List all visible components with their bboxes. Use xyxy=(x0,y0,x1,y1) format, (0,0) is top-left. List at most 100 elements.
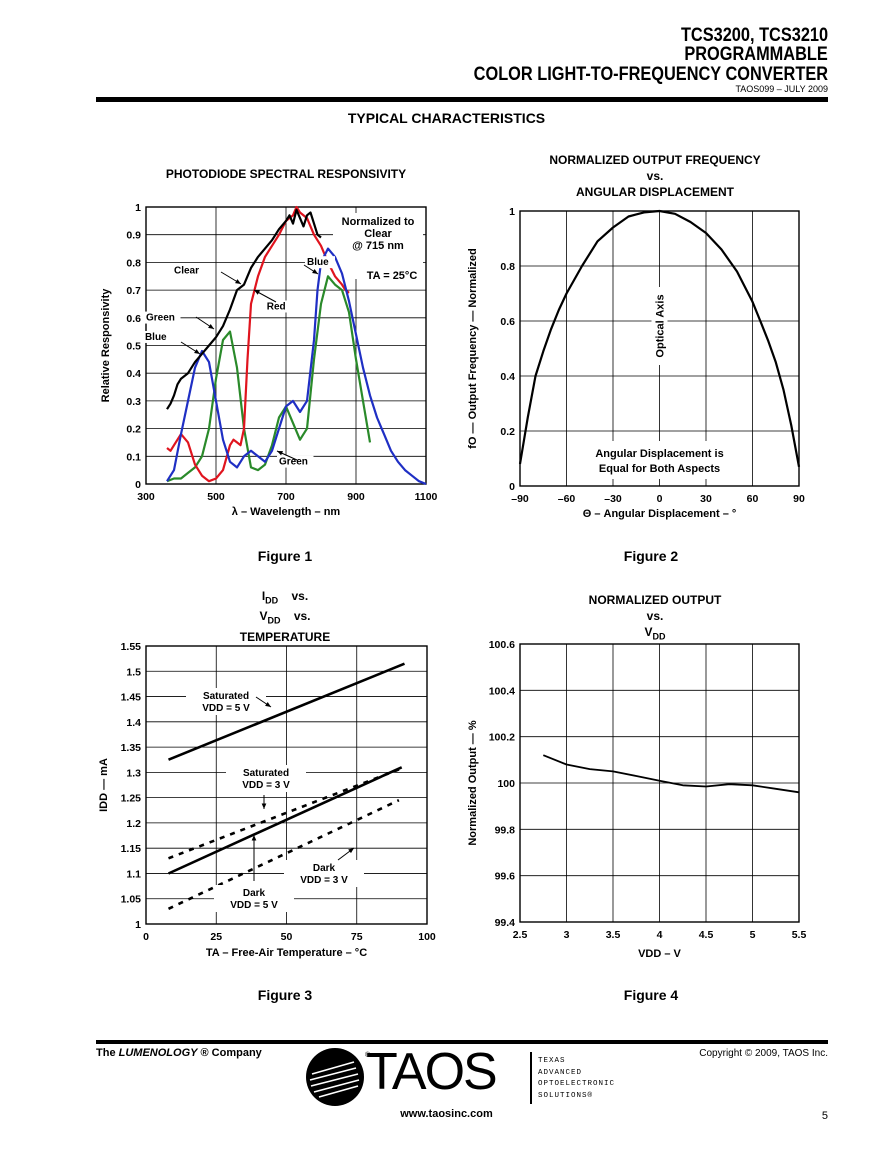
chart2-series xyxy=(518,209,801,468)
chart2-xtick-label: 60 xyxy=(747,493,759,505)
chart3-arrow-dark3-head xyxy=(348,848,354,854)
chart1-arrow-blue2-head xyxy=(194,349,200,354)
chart1-ytick-label: 0.6 xyxy=(126,313,141,325)
taos-logo-text: TAOS xyxy=(366,1043,498,1101)
chart4-series xyxy=(542,754,800,794)
chart2-ytick-label: 0.2 xyxy=(500,426,515,438)
chart2-optical-axis: Optical Axis xyxy=(655,294,667,357)
figure2-caption: Figure 2 xyxy=(623,548,679,564)
chart3-ytick-label: 1.2 xyxy=(126,818,141,830)
chart3-ytick-label: 1.55 xyxy=(121,641,142,653)
company-prefix: The xyxy=(96,1047,119,1059)
chart3-title-l1: IDD vs. xyxy=(261,589,309,606)
chart1-note-3: @ 715 nm xyxy=(352,240,404,252)
chart1-series-blue xyxy=(166,247,427,486)
chart1-arrow-red-head xyxy=(254,290,260,295)
chart4-ytick-label: 100.4 xyxy=(489,685,515,697)
chart2-ytick-label: 0 xyxy=(509,481,515,493)
chart4-ytick-label: 99.4 xyxy=(495,917,516,929)
chart3-label-dark5: Dark xyxy=(243,888,266,899)
chart1-label-bg xyxy=(144,311,181,324)
copyright: Copyright © 2009, TAOS Inc. xyxy=(699,1048,828,1059)
chart1-label: Blue xyxy=(307,257,329,268)
chart3-ytick-label: 1.1 xyxy=(126,868,141,880)
chart1-note-bg xyxy=(333,213,423,279)
taos-logo-mark: ® xyxy=(306,1048,371,1106)
chart2-svg: –90 –60 –30 0 30 60 90 0 0.2 0.4 0.6 0.8 1 Optical Ax… xyxy=(467,206,805,520)
chart3-series-2 xyxy=(167,766,403,875)
chart2-xtick-label: –60 xyxy=(558,493,576,505)
chart1-label-bg xyxy=(172,264,209,277)
chart4-xtick-label: 5.5 xyxy=(792,929,807,941)
tagline-1: TEXAS xyxy=(538,1057,566,1065)
header-rule xyxy=(96,97,828,102)
figure3-caption: Figure 3 xyxy=(257,987,313,1003)
page-number: 5 xyxy=(821,1110,828,1122)
chart3-arrow-dark5-head xyxy=(251,835,257,841)
chart4-ytick-label: 99.8 xyxy=(495,824,516,836)
chart3-label-sat5: VDD = 5 V xyxy=(202,703,250,714)
chart4-ytick-label: 100.2 xyxy=(489,732,515,744)
chart4-plot-frame xyxy=(519,643,800,923)
chart1-label-bg xyxy=(277,455,314,468)
chart1-ylabel: Relative Responsivity xyxy=(100,288,112,403)
chart3-label-dark3-bg xyxy=(284,860,364,887)
chart1-note-1: Normalized to xyxy=(342,216,415,228)
chart1-xtick-label: 500 xyxy=(207,491,225,503)
chart2-xtick-label: 90 xyxy=(793,493,805,505)
chart1-ytick-label: 1 xyxy=(135,202,141,214)
doc-number: TAOS099 – JULY 2009 xyxy=(735,84,828,94)
chart1-temp-note: TA = 25°C xyxy=(367,270,418,282)
chart2-xtick-label: –30 xyxy=(604,493,622,505)
footer-rule xyxy=(96,1040,828,1044)
chart2-ylabel: fO — Output Frequency — Normalized xyxy=(467,248,479,448)
chart1-arrow-green-head xyxy=(208,323,214,329)
chart1-ytick-label: 0.2 xyxy=(126,424,141,436)
chart3-xtick-label: 25 xyxy=(210,931,222,943)
chart3-xtick-label: 0 xyxy=(143,931,149,943)
chart1-label: Blue xyxy=(145,332,167,343)
chart3-arrow-sat5-head xyxy=(265,701,271,707)
website-url: www.taosinc.com xyxy=(400,1108,493,1120)
chart1-ytick-label: 0.1 xyxy=(126,451,141,463)
doc-title-line1: TCS3200, TCS3210 xyxy=(680,25,828,46)
chart3-title-l2: VDD vs. xyxy=(259,609,311,626)
chart3-ytick-label: 1.5 xyxy=(126,666,141,678)
chart4-ytick-label: 99.6 xyxy=(495,871,516,883)
tagline-2: ADVANCED xyxy=(538,1068,583,1077)
chart3-ytick-label: 1.25 xyxy=(121,793,142,805)
company-line: The LUMENOLOGY ® Company xyxy=(96,1047,262,1059)
chart2-title: NORMALIZED OUTPUT FREQUENCY vs. ANGULAR … xyxy=(500,152,810,200)
chart3-svg: 0 25 50 75 100 1 1.05 1.1 1.15 1.2 1.25 1.3 1.35 1.4 1… xyxy=(98,641,436,959)
chart4-xtick-label: 2.5 xyxy=(513,929,528,941)
chart2-note-bg xyxy=(584,441,734,479)
chart2-xtick-label: –90 xyxy=(511,493,529,505)
chart2-note-1: Angular Displacement is xyxy=(595,448,723,460)
chart4-xtick-label: 4.5 xyxy=(699,929,714,941)
chart3-xtick-label: 100 xyxy=(418,931,436,943)
chart3-ytick-label: 1.45 xyxy=(121,692,142,704)
chart1-ytick-label: 0.5 xyxy=(126,341,141,353)
chart1-ytick-label: 0.8 xyxy=(126,257,141,269)
chart4-xtick-label: 3 xyxy=(564,929,570,941)
chart4-title-l3: VDD xyxy=(644,625,666,642)
chart1-xtick-label: 900 xyxy=(347,491,365,503)
chart2-ytick-label: 0.4 xyxy=(500,371,515,383)
chart4-title-l2: vs. xyxy=(646,609,664,623)
chart3-ytick-label: 1 xyxy=(135,919,141,931)
chart3-label-dark3: VDD = 3 V xyxy=(300,875,348,886)
chart1-label: Green xyxy=(146,313,175,324)
chart3-ytick-label: 1.3 xyxy=(126,767,141,779)
chart1-series-red xyxy=(166,205,350,483)
chart3-xtick-label: 75 xyxy=(351,931,363,943)
chart3-ytick-label: 1.05 xyxy=(121,894,142,906)
chart1-title: PHOTODIODE SPECTRAL RESPONSIVITY xyxy=(165,167,407,181)
chart1-label: Clear xyxy=(174,265,199,276)
chart3-label-sat3-bg xyxy=(226,765,306,792)
chart2-ytick-label: 1 xyxy=(509,206,515,218)
chart3-label-dark5-bg xyxy=(214,885,294,912)
chart3-ylabel: IDD — mA xyxy=(98,758,110,812)
chart3-plot-frame xyxy=(145,645,428,925)
chart3-xtick-label: 50 xyxy=(281,931,293,943)
chart1-ytick-label: 0.3 xyxy=(126,396,141,408)
